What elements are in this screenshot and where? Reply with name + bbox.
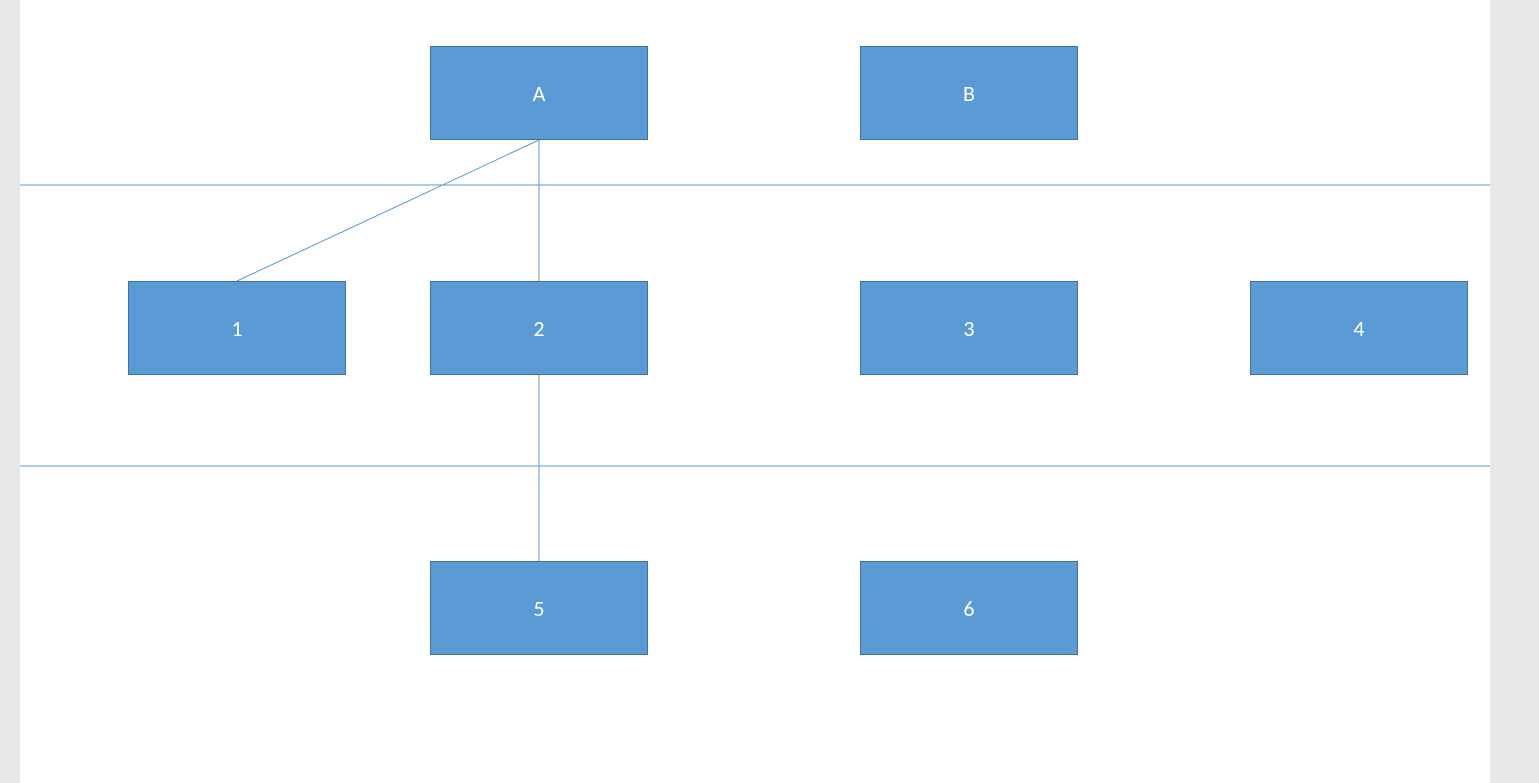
node-label: 3 bbox=[963, 315, 974, 342]
node-A[interactable]: A bbox=[430, 46, 648, 140]
node-label: B bbox=[963, 80, 975, 107]
diagram-edges-layer bbox=[20, 0, 1490, 783]
node-label: 1 bbox=[231, 315, 242, 342]
node-label: 6 bbox=[963, 595, 974, 622]
diagram-canvas: A B 1 2 3 4 5 6 bbox=[20, 0, 1490, 783]
node-1[interactable]: 1 bbox=[128, 281, 346, 375]
edge-A-1 bbox=[237, 140, 539, 281]
node-label: 5 bbox=[533, 595, 544, 622]
node-B[interactable]: B bbox=[860, 46, 1078, 140]
node-label: 4 bbox=[1353, 315, 1364, 342]
node-4[interactable]: 4 bbox=[1250, 281, 1468, 375]
node-label: 2 bbox=[533, 315, 544, 342]
node-5[interactable]: 5 bbox=[430, 561, 648, 655]
node-2[interactable]: 2 bbox=[430, 281, 648, 375]
node-label: A bbox=[533, 80, 546, 107]
node-3[interactable]: 3 bbox=[860, 281, 1078, 375]
node-6[interactable]: 6 bbox=[860, 561, 1078, 655]
